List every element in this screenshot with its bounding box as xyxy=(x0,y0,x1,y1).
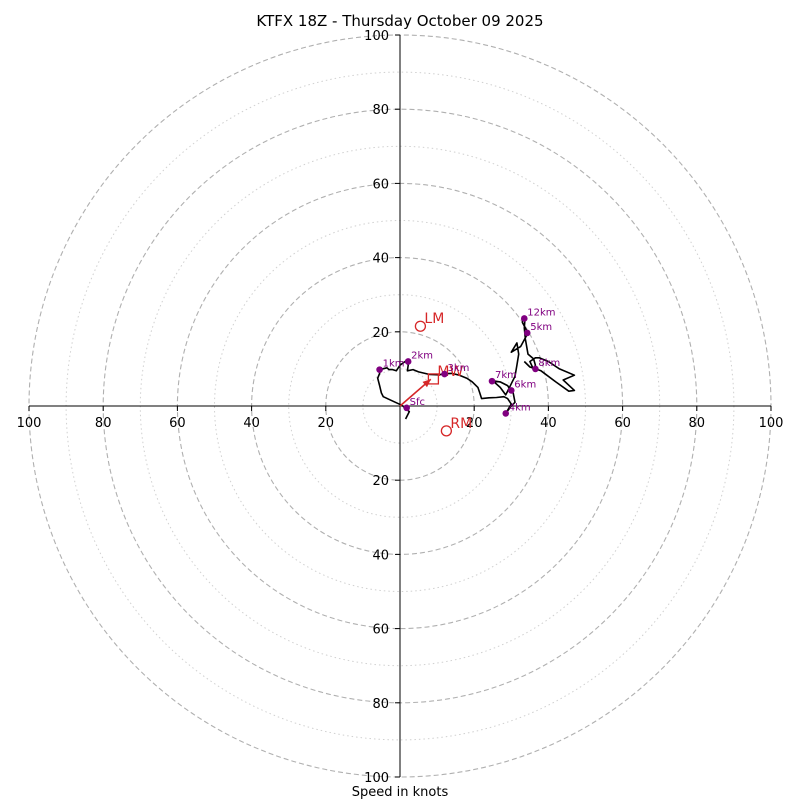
height-marker-1km xyxy=(376,366,383,373)
wind-trace-line xyxy=(376,316,576,420)
height-label-5km: 5km xyxy=(530,322,552,333)
tick-label-x-right-60: 60 xyxy=(614,416,631,431)
tick-label-x-right-40: 40 xyxy=(540,416,557,431)
x-axis-label: Speed in knots xyxy=(352,785,449,800)
tick-label-x-left-80: 80 xyxy=(95,416,112,431)
height-marker-sfc xyxy=(403,404,410,412)
tick-label-x-right-20: 20 xyxy=(466,416,483,431)
storm-motion-lm-label: LM xyxy=(424,311,444,327)
tick-label-y-up-100: 100 xyxy=(364,29,389,44)
height-label-1km: 1km xyxy=(383,359,405,370)
storm-motion-rm-label: RM xyxy=(450,416,472,432)
tick-label-x-left-60: 60 xyxy=(169,416,186,431)
tick-label-y-down-80: 80 xyxy=(372,697,389,712)
tick-label-y-up-20: 20 xyxy=(372,326,389,341)
chart-title: KTFX 18Z - Thursday October 09 2025 xyxy=(256,12,543,30)
height-marker-12km xyxy=(520,315,528,322)
height-label-2km: 2km xyxy=(411,350,433,361)
height-marker-3km xyxy=(441,370,448,378)
height-label-4km: 4km xyxy=(509,402,531,413)
height-marker-2km xyxy=(404,358,412,365)
height-label-8km: 8km xyxy=(538,358,560,369)
storm-motion-mw-marker xyxy=(427,373,440,385)
tick-label-y-down-60: 60 xyxy=(372,623,389,638)
height-label-sfc: Sfc xyxy=(410,397,425,408)
tick-label-x-left-100: 100 xyxy=(17,416,42,431)
storm-motion-lm-marker xyxy=(414,320,427,332)
height-marker-7km xyxy=(488,377,496,385)
tick-label-y-down-40: 40 xyxy=(372,548,389,563)
height-marker-5km xyxy=(523,329,531,337)
tick-label-x-right-100: 100 xyxy=(759,416,784,431)
tick-label-y-down-100: 100 xyxy=(364,771,389,786)
height-marker-6km xyxy=(508,387,515,394)
tick-label-y-up-40: 40 xyxy=(372,252,389,267)
height-marker-8km xyxy=(532,365,539,373)
height-label-12km: 12km xyxy=(527,307,555,318)
tick-label-y-up-80: 80 xyxy=(372,103,389,118)
height-label-3km: 3km xyxy=(448,363,470,374)
wind-trace xyxy=(376,316,576,420)
tick-label-x-left-40: 40 xyxy=(243,416,260,431)
height-label-6km: 6km xyxy=(514,379,536,390)
height-marker-4km xyxy=(502,410,510,417)
tick-labels: 100 80 60 40 20 20 40 60 80 100 20 40 60 80 100 20 40 60 8… xyxy=(17,29,784,786)
tick-label-x-left-20: 20 xyxy=(318,416,335,431)
height-label-7km: 7km xyxy=(495,370,517,381)
tick-label-y-up-60: 60 xyxy=(372,177,389,192)
tick-label-y-down-20: 20 xyxy=(372,474,389,489)
tick-label-x-right-80: 80 xyxy=(689,416,706,431)
storm-motion-rm-marker xyxy=(440,425,453,437)
